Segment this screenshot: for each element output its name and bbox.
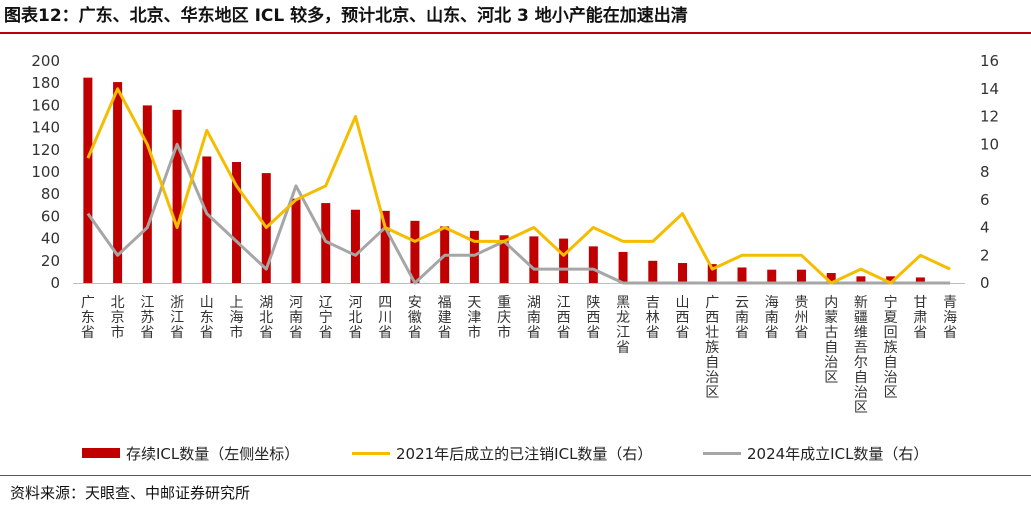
category-label: 安徽省 xyxy=(408,295,422,341)
right-tick-label: 10 xyxy=(980,135,999,153)
right-tick-label: 6 xyxy=(980,191,990,209)
bar xyxy=(588,246,598,283)
right-tick-label: 12 xyxy=(980,108,999,126)
category-label: 河北省 xyxy=(348,295,362,341)
left-tick-label: 40 xyxy=(41,230,60,248)
left-tick-label: 100 xyxy=(31,163,60,181)
category-label: 浙江省 xyxy=(170,295,184,341)
bar xyxy=(291,198,301,283)
bar xyxy=(618,251,628,283)
series-line-cancelled xyxy=(86,87,951,285)
left-tick-label: 180 xyxy=(31,74,60,92)
legend-swatch-line-gray xyxy=(703,451,741,455)
bar xyxy=(886,276,896,283)
left-tick-label: 60 xyxy=(41,207,60,225)
category-label: 湖南省 xyxy=(527,295,541,341)
bar xyxy=(380,210,390,283)
right-tick-label: 4 xyxy=(980,219,990,237)
category-label: 上海市 xyxy=(230,295,244,341)
bar xyxy=(559,238,569,283)
category-label: 河南省 xyxy=(289,295,303,341)
chart-title: 图表12：广东、北京、华东地区 ICL 较多，预计北京、山东、河北 3 地小产能… xyxy=(4,6,688,26)
category-label: 天津市 xyxy=(467,295,481,341)
bar xyxy=(232,162,242,283)
bar xyxy=(648,260,658,283)
bar xyxy=(678,263,688,283)
bar xyxy=(469,230,479,283)
right-tick-label: 0 xyxy=(980,274,990,292)
legend-swatch-line-yellow xyxy=(352,451,390,455)
left-tick-label: 20 xyxy=(41,252,60,270)
category-label: 宁夏回族自治区 xyxy=(884,294,898,401)
right-tick-label: 8 xyxy=(980,163,990,181)
left-tick-label: 120 xyxy=(31,141,60,159)
right-tick-label: 16 xyxy=(980,52,999,70)
left-tick-label: 80 xyxy=(41,185,60,203)
category-label: 陕西省 xyxy=(586,295,600,341)
legend: 存续ICL数量（左侧坐标） 2021年后成立的已注销ICL数量（右） 2024年… xyxy=(0,440,1031,466)
category-label: 海南省 xyxy=(765,295,779,341)
category-label: 福建省 xyxy=(438,295,452,341)
category-label: 江苏省 xyxy=(140,295,154,341)
category-label: 吉林省 xyxy=(646,295,660,341)
bar xyxy=(915,277,925,283)
category-label: 云南省 xyxy=(735,295,749,341)
legend-label-stock: 存续ICL数量（左侧坐标） xyxy=(126,444,300,463)
category-label: 黑龙江省 xyxy=(616,295,630,356)
legend-item-2024: 2024年成立ICL数量（右） xyxy=(703,440,928,466)
category-label: 江西省 xyxy=(557,295,571,341)
bar xyxy=(826,273,836,283)
left-tick-label: 200 xyxy=(31,52,60,70)
category-label: 广西壮族自治区 xyxy=(705,295,719,401)
bar xyxy=(796,269,806,283)
category-label: 重庆市 xyxy=(497,295,511,341)
left-tick-label: 0 xyxy=(50,274,60,292)
category-label: 北京市 xyxy=(111,295,125,341)
bar xyxy=(202,156,212,283)
right-tick-label: 2 xyxy=(980,246,990,264)
legend-swatch-bar xyxy=(82,448,120,458)
bar xyxy=(83,77,93,284)
category-label: 山东省 xyxy=(200,295,214,341)
bar xyxy=(767,269,777,283)
bar xyxy=(142,105,152,284)
series-line-2024 xyxy=(86,142,951,285)
bar xyxy=(499,235,509,283)
bar xyxy=(172,109,182,283)
legend-item-stock: 存续ICL数量（左侧坐标） xyxy=(82,440,299,466)
category-label: 广东省 xyxy=(81,295,95,341)
bar xyxy=(350,209,360,283)
category-label: 新疆维吾尔自治区 xyxy=(854,295,868,416)
right-tick-label: 14 xyxy=(980,80,999,98)
category-label: 四川省 xyxy=(378,295,392,341)
left-tick-label: 160 xyxy=(31,96,60,114)
bar xyxy=(707,264,717,283)
bar xyxy=(856,276,866,283)
legend-label-2024: 2024年成立ICL数量（右） xyxy=(747,444,929,463)
legend-item-cancelled: 2021年后成立的已注销ICL数量（右） xyxy=(352,440,652,466)
source-rule xyxy=(0,475,1031,476)
category-label: 内蒙古自治区 xyxy=(824,295,838,386)
bar xyxy=(529,236,539,283)
category-label: 辽宁省 xyxy=(319,295,333,341)
left-tick-label: 140 xyxy=(31,119,60,137)
legend-label-cancelled: 2021年后成立的已注销ICL数量（右） xyxy=(396,444,653,463)
category-label: 贵州省 xyxy=(794,295,808,341)
source-note: 资料来源：天眼查、中邮证券研究所 xyxy=(10,484,251,502)
category-label: 青海省 xyxy=(943,295,957,341)
bar xyxy=(737,267,747,283)
bar xyxy=(113,82,123,283)
category-label: 山西省 xyxy=(676,295,690,341)
category-label: 甘肃省 xyxy=(913,295,927,341)
title-rule xyxy=(0,32,1031,34)
category-label: 湖北省 xyxy=(259,295,273,341)
combo-chart: 0 20 40 60 80 100 120 140 160 180 200 0 2 4 6 8 10 12 14 16… xyxy=(31,52,999,416)
bar xyxy=(410,220,420,283)
